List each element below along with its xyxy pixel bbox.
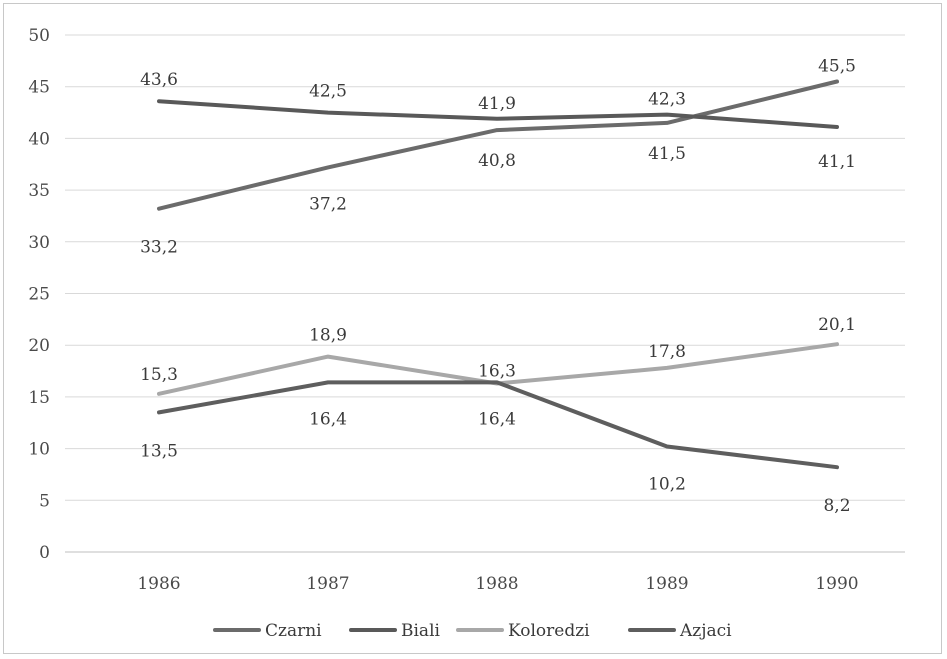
data-label-czarni: 33,2 [140,238,178,258]
data-label-koloredzi: 20,1 [818,315,856,335]
data-label-azjaci: 10,2 [648,475,686,495]
data-label-koloredzi: 16,3 [478,361,516,381]
y-tick-label: 5 [39,491,50,511]
x-tick-label: 1986 [137,574,180,594]
series-line-azjaci [157,380,839,470]
data-label-czarni: 37,2 [309,194,347,214]
data-label-koloredzi: 18,9 [309,326,347,346]
series-line-biali [157,99,839,129]
y-tick-label: 45 [28,78,50,98]
legend-label-azjaci: Azjaci [679,621,732,641]
x-tick-label: 1987 [306,574,349,594]
chart-frame [3,3,942,654]
data-label-biali: 42,3 [648,90,686,110]
data-label-koloredzi: 15,3 [140,365,178,385]
series-lines [157,79,839,470]
data-label-biali: 43,6 [140,70,178,90]
data-label-azjaci: 8,2 [823,496,850,516]
data-label-koloredzi: 17,8 [648,342,686,362]
series-line-czarni [157,79,839,211]
y-tick-label: 40 [28,129,50,149]
legend: Czarni Biali Koloredzi Azjaci [213,621,732,641]
data-label-azjaci: 16,4 [478,409,516,429]
y-tick-label: 35 [28,181,50,201]
y-tick-label: 50 [28,26,50,46]
x-tick-label: 1990 [815,574,858,594]
x-axis-ticks: 1986 1987 1988 1989 1990 [137,574,858,594]
data-label-czarni: 41,5 [648,144,686,164]
data-labels: 33,2 37,2 40,8 41,5 45,5 43,6 42,5 41,9 42,3 41,1… [140,57,856,517]
y-tick-label: 25 [28,285,50,305]
legend-label-koloredzi: Koloredzi [508,621,590,641]
y-tick-label: 30 [28,233,50,253]
y-tick-label: 10 [28,440,50,460]
data-label-azjaci: 13,5 [140,441,178,461]
x-tick-label: 1989 [645,574,688,594]
data-label-biali: 42,5 [309,82,347,102]
legend-label-biali: Biali [401,621,441,641]
data-label-azjaci: 16,4 [309,409,347,429]
gridlines [65,34,905,553]
data-label-biali: 41,1 [818,152,856,172]
data-label-czarni: 40,8 [478,151,516,171]
legend-label-czarni: Czarni [265,621,322,641]
y-tick-label: 0 [39,543,50,563]
y-tick-label: 15 [28,388,50,408]
y-axis-ticks: 0 5 10 15 20 25 30 35 40 45 50 [28,26,50,563]
y-tick-label: 20 [28,336,50,356]
data-label-czarni: 45,5 [818,57,856,77]
data-label-biali: 41,9 [478,94,516,114]
x-tick-label: 1988 [475,574,518,594]
